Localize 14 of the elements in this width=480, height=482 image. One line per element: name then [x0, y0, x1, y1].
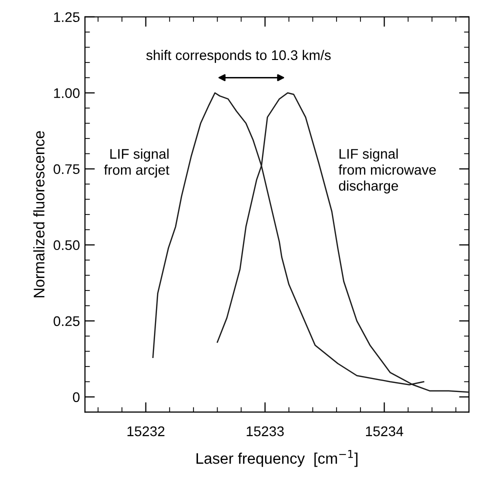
x-tick-label: 15234	[366, 426, 404, 436]
annotation: shift corresponds to 10.3 km/s	[146, 50, 331, 63]
y-tick-label: 0	[72, 392, 80, 402]
y-tick-label: 1.00	[54, 88, 80, 98]
y-tick-label: 0.50	[54, 240, 80, 250]
y-tick-label: 0.75	[54, 164, 80, 174]
x-tick-label: 15233	[246, 426, 284, 436]
annotation: LIF signal from arcjet	[104, 148, 170, 178]
x-axis-title: Laser frequency [cm$^{−1}$]	[196, 450, 358, 467]
y-tick-label: 1.25	[54, 12, 80, 22]
annotation: LIF signal from microwave discharge	[338, 148, 436, 194]
y-tick-label: 0.25	[54, 316, 80, 326]
x-tick-label: 15232	[128, 426, 164, 436]
y-axis-title: Normalized fluorescence	[33, 131, 44, 298]
